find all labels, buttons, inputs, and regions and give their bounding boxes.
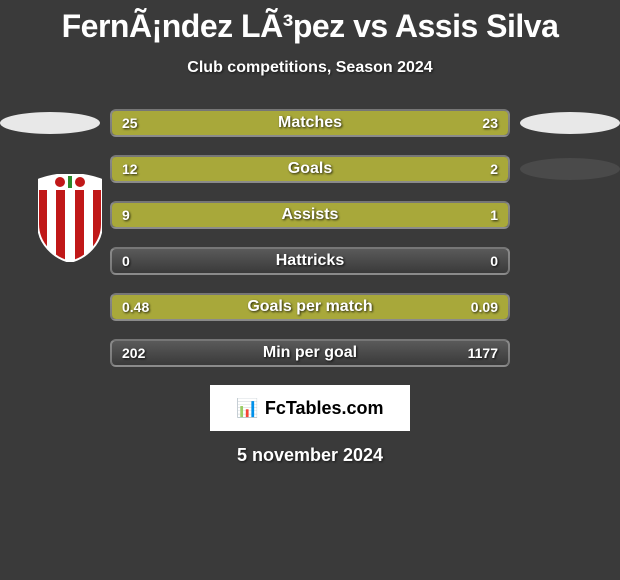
stat-bar: 122Goals [110, 155, 510, 183]
stat-bar: 2021177Min per goal [110, 339, 510, 367]
date-label: 5 november 2024 [0, 445, 620, 466]
stat-bar: 0.480.09Goals per match [110, 293, 510, 321]
player-badge-right [520, 158, 620, 180]
right-badge-slot [520, 112, 620, 134]
player-badge-left [0, 112, 100, 134]
stat-row: 2021177Min per goal [0, 339, 620, 367]
stat-row: 2523Matches [0, 109, 620, 137]
stat-row: 0.480.09Goals per match [0, 293, 620, 321]
page-title: FernÃ¡ndez LÃ³pez vs Assis Silva [0, 0, 620, 45]
stat-label: Hattricks [112, 249, 508, 273]
stat-bar: 00Hattricks [110, 247, 510, 275]
stat-label: Goals [112, 157, 508, 181]
source-logo-text: FcTables.com [265, 398, 384, 419]
source-logo: 📊 FcTables.com [210, 385, 410, 431]
stat-label: Min per goal [112, 341, 508, 365]
left-badge-slot [0, 112, 100, 134]
stat-label: Matches [112, 111, 508, 135]
stat-label: Assists [112, 203, 508, 227]
stat-bar: 2523Matches [110, 109, 510, 137]
chart-icon: 📊 [236, 398, 258, 419]
team-crest-icon [38, 174, 102, 262]
player-badge-right [520, 112, 620, 134]
stat-label: Goals per match [112, 295, 508, 319]
stat-bar: 91Assists [110, 201, 510, 229]
subtitle: Club competitions, Season 2024 [0, 59, 620, 77]
right-badge-slot [520, 158, 620, 180]
